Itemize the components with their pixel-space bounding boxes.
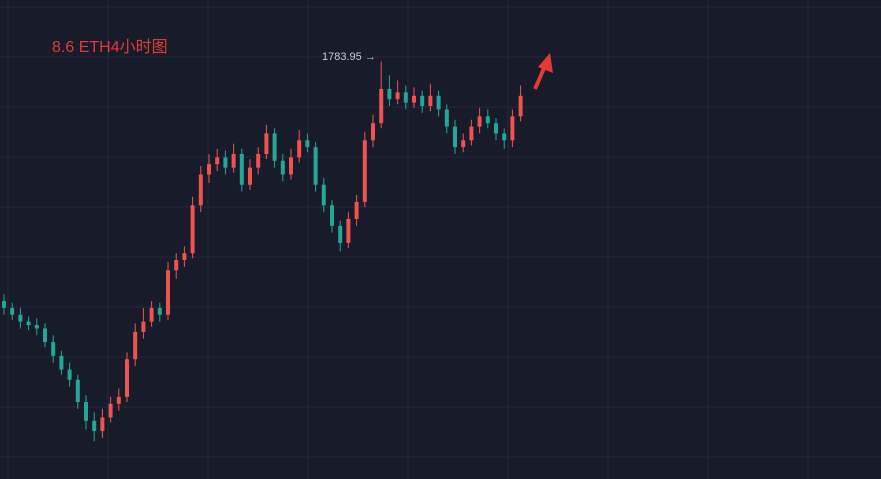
candle-body: [461, 140, 466, 148]
candle-body: [133, 331, 138, 360]
candle-body: [477, 116, 482, 127]
candle-body: [371, 123, 375, 141]
candle-body: [256, 153, 261, 168]
candle-body: [18, 314, 23, 322]
candle-body: [280, 160, 285, 175]
candle-body: [453, 126, 457, 148]
candle-body: [264, 133, 269, 154]
candle-body: [116, 396, 121, 404]
candle-body: [231, 153, 236, 168]
candle-body: [67, 369, 72, 380]
candle-body: [338, 225, 343, 243]
candle-body: [125, 359, 129, 397]
candle-body: [387, 88, 392, 100]
high-annotation: 1783.95 →: [322, 51, 376, 63]
candle-body: [346, 218, 351, 243]
candle-body: [149, 307, 154, 322]
candle-body: [43, 328, 47, 343]
candle-body: [248, 167, 252, 185]
candle-body: [510, 116, 515, 141]
candle-body: [166, 270, 170, 315]
candle-body: [239, 153, 244, 185]
candle-body: [494, 123, 498, 134]
candle-body: [92, 420, 97, 432]
candle-body: [190, 205, 195, 254]
candle-body: [469, 126, 474, 141]
candle-body: [51, 342, 56, 356]
candle-body: [321, 184, 326, 206]
candle-body: [313, 147, 318, 185]
candle-body: [379, 88, 384, 124]
candle-body: [420, 95, 425, 107]
candle-body: [215, 157, 220, 165]
arrow-shaft: [533, 65, 547, 90]
candle-body: [26, 321, 31, 326]
candle-body: [100, 417, 105, 432]
candle-body: [59, 355, 64, 370]
candle-body: [395, 92, 400, 100]
candle-body: [207, 164, 211, 175]
candle-body: [75, 379, 80, 403]
candle-body: [297, 140, 302, 158]
candle-body: [444, 109, 449, 127]
candle-body: [84, 402, 88, 421]
candle-body: [157, 307, 162, 315]
chart-title: 8.6 ETH4小时图: [52, 38, 168, 56]
candle-body: [289, 157, 293, 175]
candle-body: [174, 260, 179, 271]
candle-body: [223, 157, 228, 168]
candle-body: [10, 307, 15, 315]
arrow-head: [538, 53, 553, 73]
candle-body: [2, 301, 6, 308]
candle-body: [305, 140, 310, 148]
candle-body: [518, 95, 523, 117]
candle-body: [141, 321, 146, 332]
candle-body: [412, 95, 416, 103]
candle-body: [362, 140, 367, 202]
candle-body: [436, 95, 441, 110]
candle-body: [502, 133, 507, 141]
candle-body: [182, 253, 187, 261]
candle-body: [108, 403, 113, 418]
candles: [2, 61, 523, 442]
candle-body: [403, 92, 408, 103]
candle-body: [330, 205, 334, 226]
candle-body: [272, 133, 277, 161]
candle-body: [485, 116, 490, 124]
candle-body: [198, 174, 203, 206]
candle-body: [34, 325, 39, 329]
trend-arrow: [533, 53, 553, 90]
candle-body: [428, 95, 433, 107]
candle-body: [354, 201, 359, 219]
